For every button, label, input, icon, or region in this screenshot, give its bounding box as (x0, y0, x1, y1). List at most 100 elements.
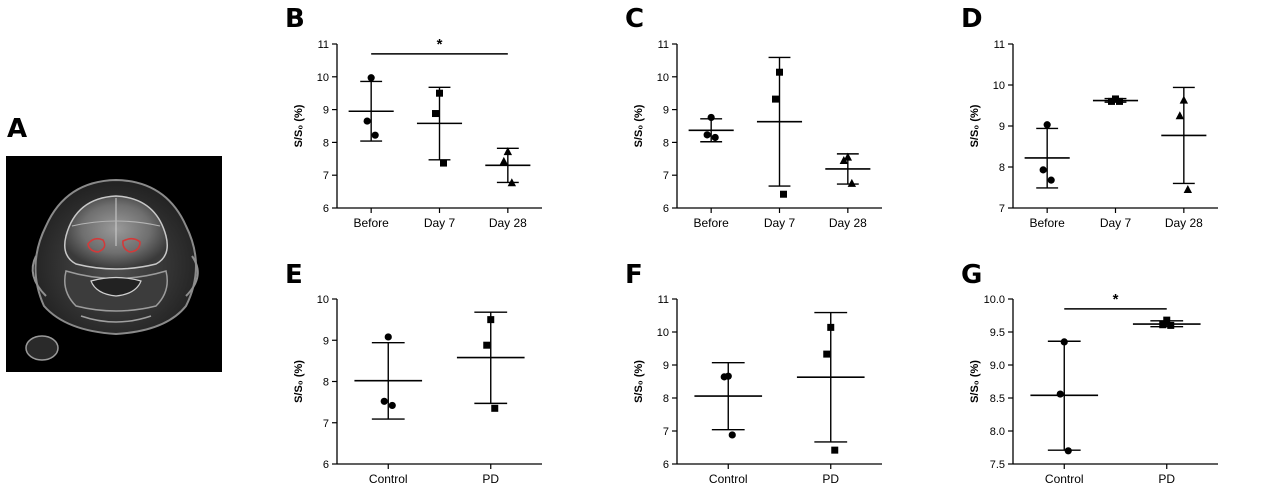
chart-e-x-tick-label: PD (482, 472, 499, 486)
panel-label-f: F (625, 260, 643, 290)
chart-d-point-0-1 (1039, 166, 1047, 174)
chart-b-y-tick-label: 9 (323, 105, 329, 117)
chart-c-y-tick-label: 8 (663, 137, 669, 149)
chart-e-point-0-2 (388, 401, 396, 410)
chart-c-y-axis-label: S/S₀ (%) (633, 104, 645, 147)
chart-c-point-1-1 (772, 95, 779, 103)
chart-c-point-0-2 (711, 133, 719, 142)
chart-d-point-0-2 (1047, 176, 1055, 184)
chart-f-point-1-2 (831, 446, 839, 454)
chart-c-point-2-0 (843, 152, 853, 161)
chart-b-y-tick-label: 7 (323, 170, 329, 182)
left-ear-edge (31, 255, 47, 297)
chart-g-y-tick-label: 9.5 (990, 327, 1005, 339)
chart-g-y-tick-label: 8.5 (990, 393, 1005, 405)
chart-e-point-1-1 (483, 341, 491, 349)
chart-d-x-tick-label: Before (1029, 216, 1065, 230)
chart-e-y-tick-label: 7 (323, 418, 329, 430)
panel-label-g: G (961, 260, 983, 290)
chart-c-y-tick-label: 10 (657, 72, 669, 84)
chart-b-point-1-2 (440, 159, 447, 167)
chart-c-x-tick-label: Day 28 (829, 216, 867, 230)
chart-b-x-tick-label: Day 28 (489, 216, 527, 230)
chart-d-point-2-0 (1179, 95, 1189, 104)
chart-g-y-tick-label: 10.0 (984, 294, 1005, 306)
reference-phantom (25, 335, 59, 361)
chart-c-x-tick-label: Before (693, 216, 729, 230)
chart-e-point-1-0 (487, 316, 495, 324)
jaw-line (80, 315, 152, 323)
chart-g-point-1-1 (1159, 321, 1167, 329)
roi-right-outline (122, 237, 141, 253)
chart-c: 6 7 8 9 10 11 S/S₀ (%) Before Day 7 Day 28 (633, 39, 882, 230)
chart-g-y-axis-label: S/S₀ (%) (969, 360, 981, 403)
chart-d-point-2-2 (1183, 185, 1193, 194)
chart-g-significance-label-0: * (1113, 291, 1119, 308)
chart-b-point-1-1 (432, 110, 439, 118)
chart-d-x-tick-label: Day 7 (1100, 216, 1132, 230)
chart-d-point-2-1 (1175, 111, 1185, 120)
chart-b-y-tick-label: 10 (317, 72, 329, 84)
chart-e-y-tick-label: 8 (323, 377, 329, 389)
chart-b-y-axis-label: S/S₀ (%) (293, 104, 305, 147)
chart-d-y-tick-label: 10 (993, 80, 1005, 92)
chart-d-y-tick-label: 7 (999, 203, 1005, 215)
chart-b-point-0-2 (371, 131, 379, 139)
chart-c-point-2-1 (839, 155, 849, 164)
chart-g-point-1-0 (1163, 316, 1171, 324)
chart-b: 6 7 8 9 10 11 S/S₀ (%) Before Day 7 Day 28 * (293, 36, 542, 230)
panel-label-c: C (625, 4, 645, 34)
chart-e-y-axis-label: S/S₀ (%) (293, 360, 305, 403)
chart-d-y-axis-label: S/S₀ (%) (969, 104, 981, 147)
chart-d-y-tick-label: 8 (999, 162, 1005, 174)
chart-c-point-0-0 (707, 113, 715, 122)
chart-f-y-tick-label: 8 (663, 393, 669, 405)
chart-c-y-tick-label: 9 (663, 105, 669, 117)
chart-e-y-tick-label: 10 (317, 294, 329, 306)
chart-c-y-tick-label: 6 (663, 203, 669, 215)
chart-b-point-1-0 (436, 89, 443, 97)
chart-e-y-tick-label: 9 (323, 335, 329, 347)
chart-c-point-1-0 (776, 68, 783, 76)
chart-b-point-2-1 (499, 156, 509, 165)
chart-g: 7.5 8.0 8.5 9.0 9.5 10.0 S/S₀ (%) Control PD * (969, 291, 1218, 486)
chart-f: 6 7 8 9 10 11 S/S₀ (%) Control PD (633, 294, 882, 486)
chart-f-point-1-0 (827, 323, 835, 331)
chart-d-y-tick-label: 11 (994, 39, 1005, 51)
chart-d-x-tick-label: Day 28 (1165, 216, 1203, 230)
chart-f-point-1-1 (823, 350, 831, 358)
chart-d-point-1-0 (1112, 95, 1119, 103)
chart-g-y-tick-label: 7.5 (990, 459, 1005, 471)
right-ear-edge (185, 255, 199, 297)
chart-d: 7 8 9 10 11 S/S₀ (%) Before Day 7 Day 28 (969, 39, 1218, 230)
chart-c-point-1-2 (780, 190, 787, 198)
chart-b-point-2-0 (503, 147, 513, 156)
chart-b-y-tick-label: 6 (323, 203, 329, 215)
chart-b-significance-label-0: * (437, 36, 443, 53)
chart-f-y-tick-label: 7 (663, 426, 669, 438)
chart-b-point-0-1 (363, 117, 371, 125)
chart-e-y-tick-label: 6 (323, 459, 329, 471)
chart-f-x-tick-label: PD (822, 472, 839, 486)
chart-g-point-0-0 (1060, 338, 1068, 346)
chart-d-point-0-0 (1043, 121, 1051, 129)
chart-g-y-tick-label: 9.0 (990, 360, 1005, 372)
chart-e-point-0-1 (380, 397, 388, 405)
chart-f-y-tick-label: 10 (657, 327, 669, 339)
panel-label-a: A (7, 114, 28, 144)
chart-f-y-tick-label: 11 (658, 294, 669, 306)
chart-c-point-2-2 (847, 178, 857, 187)
chart-g-point-0-2 (1064, 447, 1072, 455)
chart-b-x-tick-label: Day 7 (424, 216, 456, 230)
cortex-line (71, 220, 161, 227)
chart-g-x-tick-label: PD (1158, 472, 1175, 486)
chart-d-point-1-2 (1116, 97, 1123, 105)
chart-f-y-tick-label: 6 (663, 459, 669, 471)
chart-f-y-tick-label: 9 (663, 360, 669, 372)
chart-d-y-tick-label: 9 (999, 121, 1005, 133)
panel-label-b: B (285, 4, 305, 34)
chart-d-point-1-1 (1108, 97, 1115, 105)
chart-c-y-tick-label: 7 (663, 170, 669, 182)
chart-c-y-tick-label: 11 (658, 39, 669, 51)
chart-g-y-tick-label: 8.0 (990, 426, 1005, 438)
